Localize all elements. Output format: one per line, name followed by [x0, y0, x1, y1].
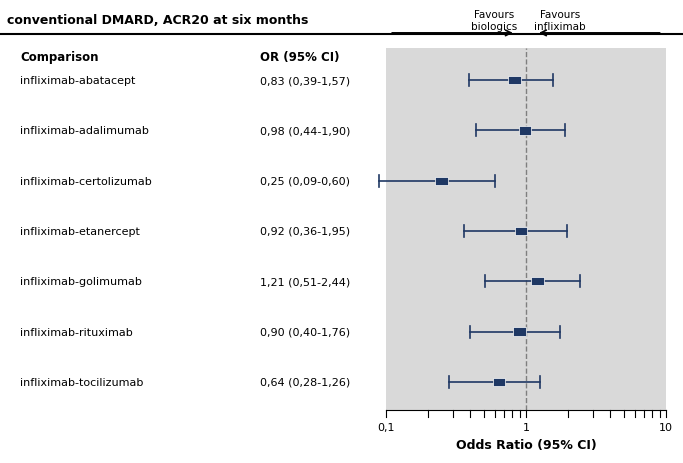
Text: 0,83 (0,39-1,57): 0,83 (0,39-1,57): [260, 76, 350, 86]
Text: 0,90 (0,40-1,76): 0,90 (0,40-1,76): [260, 327, 350, 337]
Text: 0,25 (0,09-0,60): 0,25 (0,09-0,60): [260, 176, 350, 186]
Text: 0,92 (0,36-1,95): 0,92 (0,36-1,95): [260, 226, 350, 237]
FancyBboxPatch shape: [531, 277, 544, 286]
Text: 0,64 (0,28-1,26): 0,64 (0,28-1,26): [260, 377, 350, 387]
FancyBboxPatch shape: [492, 378, 505, 386]
Text: 0,1: 0,1: [377, 422, 395, 432]
Text: infliximab-certolizumab: infliximab-certolizumab: [20, 176, 152, 186]
Text: infliximab-tocilizumab: infliximab-tocilizumab: [20, 377, 144, 387]
Text: Odds Ratio (95% CI): Odds Ratio (95% CI): [456, 438, 596, 451]
Text: 10: 10: [659, 422, 673, 432]
FancyBboxPatch shape: [508, 77, 520, 85]
FancyBboxPatch shape: [518, 127, 531, 135]
Text: Favours
infliximab: Favours infliximab: [534, 10, 586, 31]
Text: Favours
biologics: Favours biologics: [471, 10, 518, 31]
Text: infliximab-rituximab: infliximab-rituximab: [20, 327, 133, 337]
Text: Comparison: Comparison: [20, 51, 99, 64]
FancyBboxPatch shape: [436, 177, 448, 186]
Text: infliximab-abatacept: infliximab-abatacept: [20, 76, 136, 86]
Text: 1,21 (0,51-2,44): 1,21 (0,51-2,44): [260, 277, 350, 287]
FancyBboxPatch shape: [514, 328, 526, 336]
FancyBboxPatch shape: [386, 49, 666, 410]
Text: 0,98 (0,44-1,90): 0,98 (0,44-1,90): [260, 126, 350, 136]
Text: conventional DMARD, ACR20 at six months: conventional DMARD, ACR20 at six months: [7, 14, 308, 27]
Text: 1: 1: [522, 422, 529, 432]
Text: infliximab-golimumab: infliximab-golimumab: [20, 277, 142, 287]
Text: infliximab-adalimumab: infliximab-adalimumab: [20, 126, 150, 136]
Text: OR (95% CI): OR (95% CI): [260, 51, 339, 64]
FancyBboxPatch shape: [515, 227, 527, 236]
Text: infliximab-etanercept: infliximab-etanercept: [20, 226, 141, 237]
